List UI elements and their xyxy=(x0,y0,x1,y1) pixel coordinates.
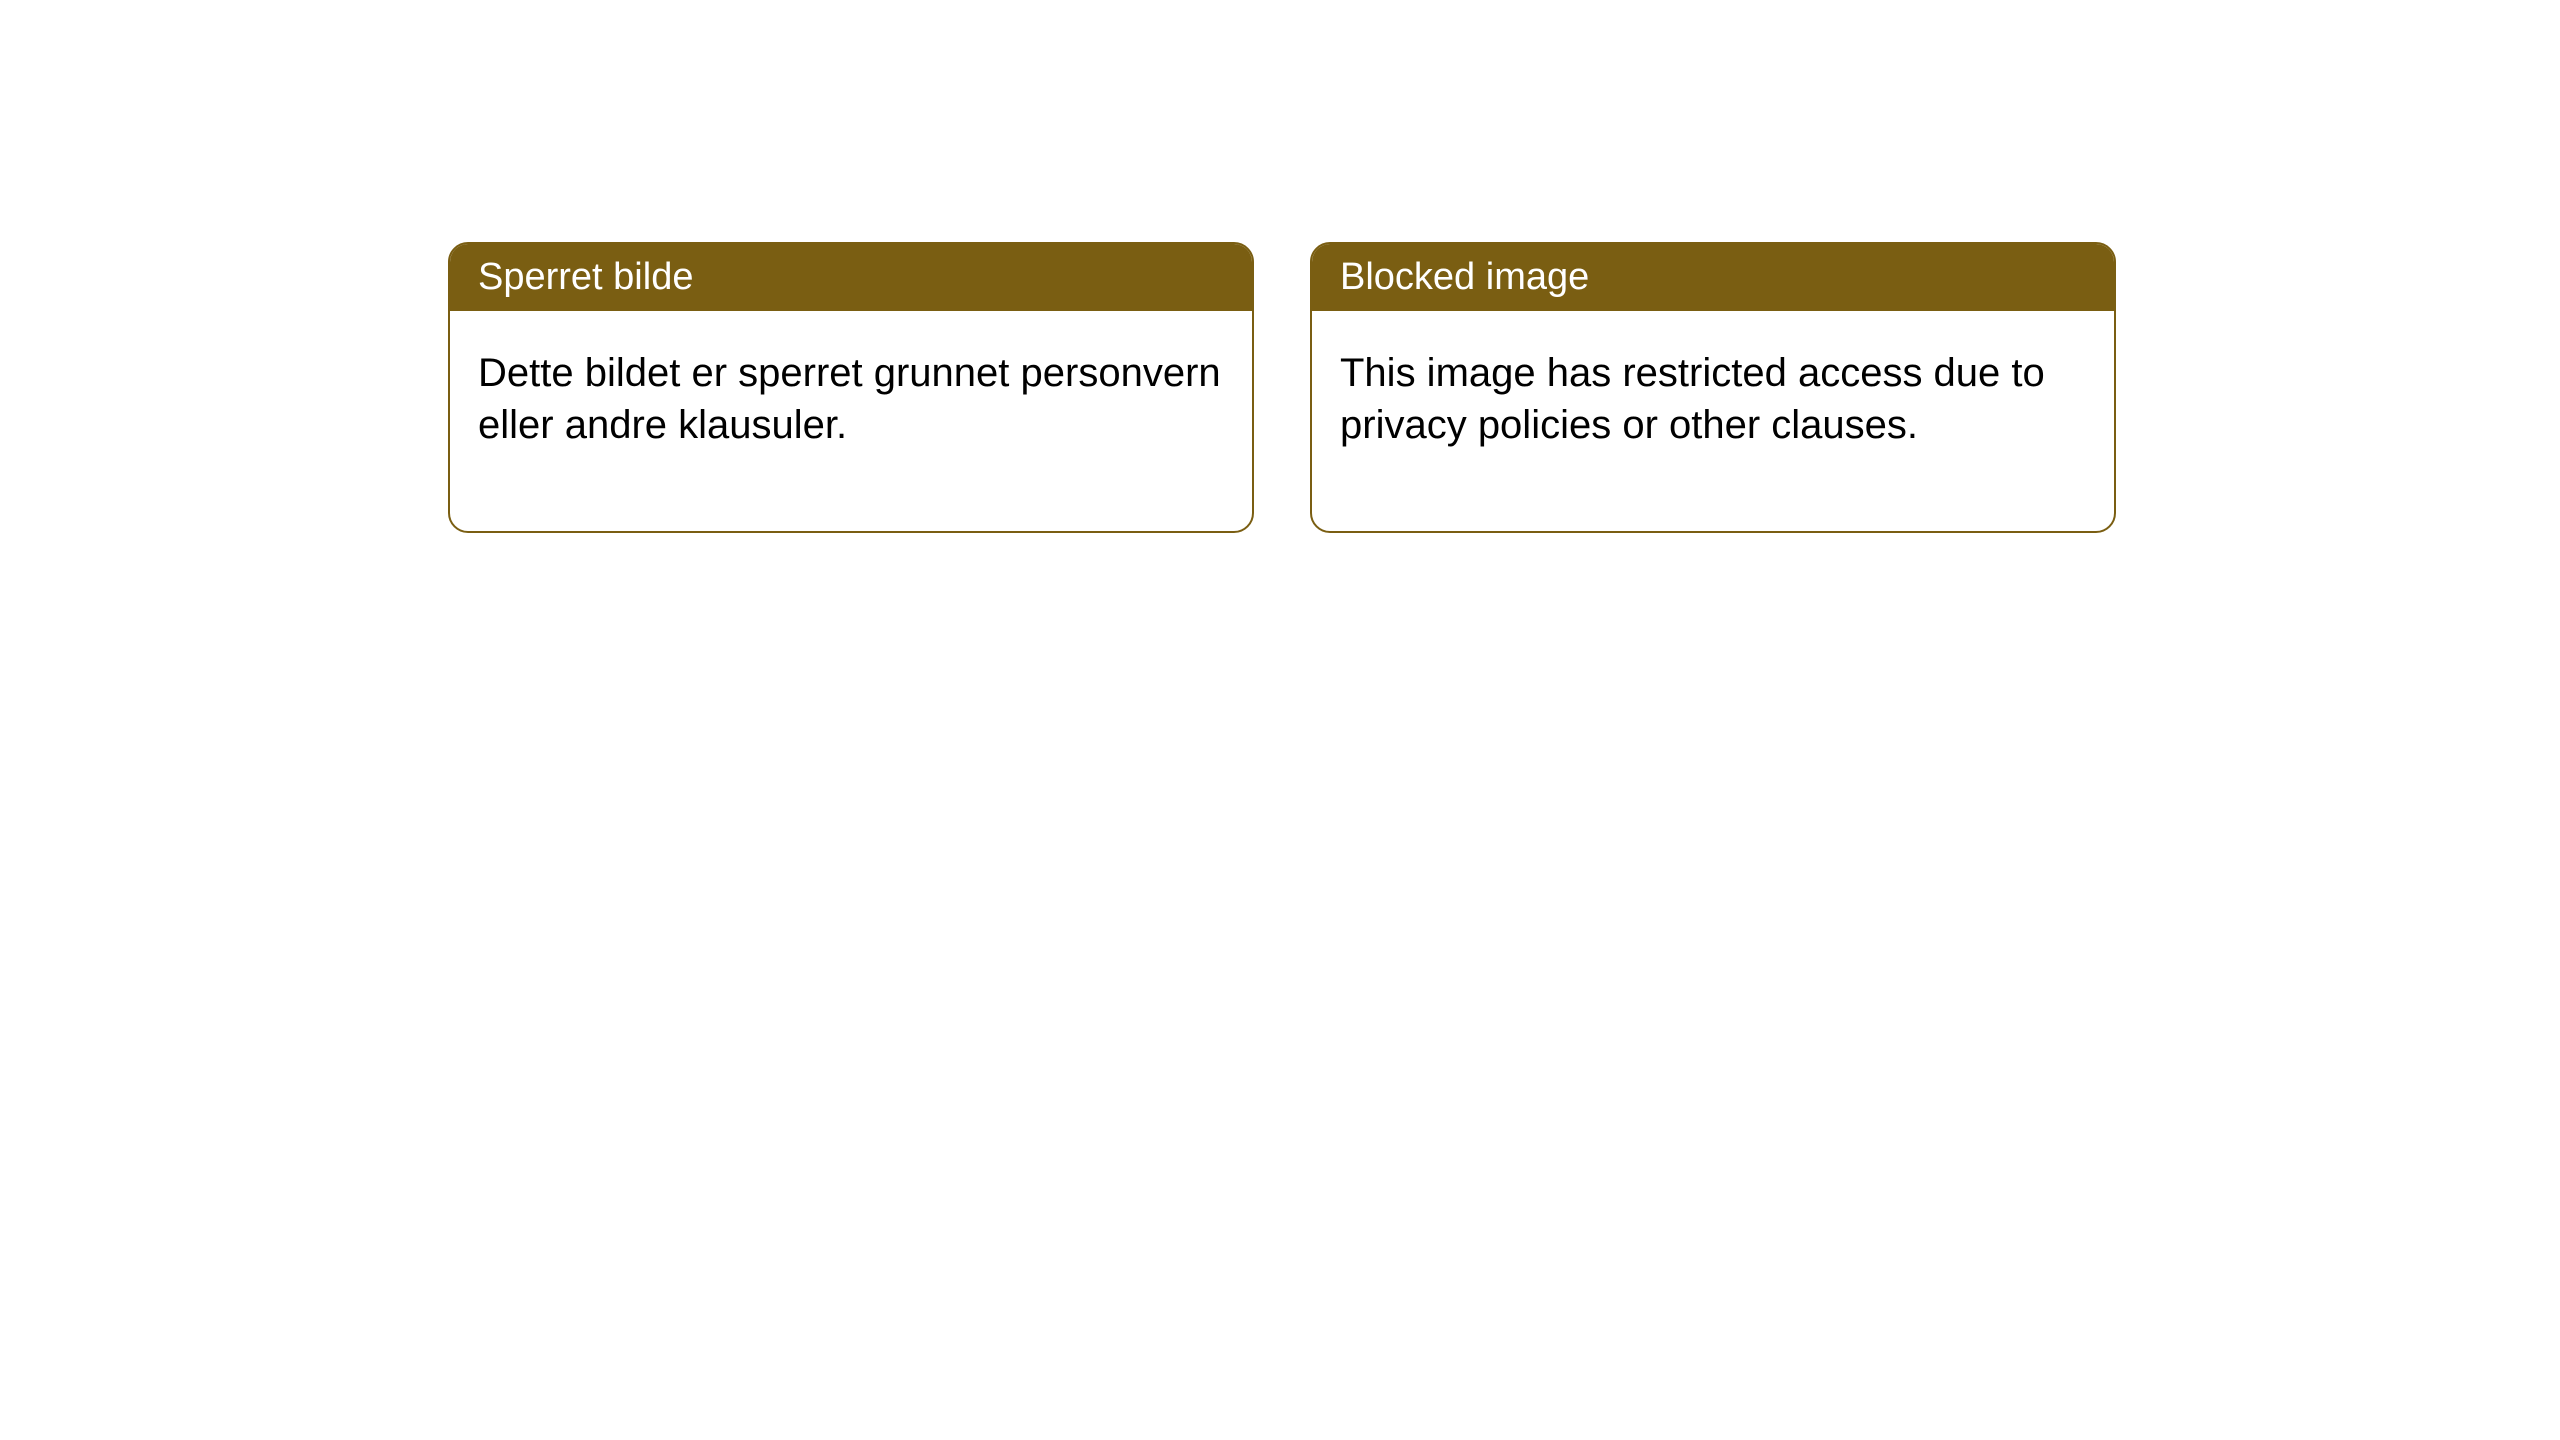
card-header-norwegian: Sperret bilde xyxy=(450,244,1252,311)
notice-container: Sperret bilde Dette bildet er sperret gr… xyxy=(448,242,2116,533)
card-body-english: This image has restricted access due to … xyxy=(1312,311,2114,531)
card-header-english: Blocked image xyxy=(1312,244,2114,311)
blocked-image-card-english: Blocked image This image has restricted … xyxy=(1310,242,2116,533)
blocked-image-card-norwegian: Sperret bilde Dette bildet er sperret gr… xyxy=(448,242,1254,533)
card-body-norwegian: Dette bildet er sperret grunnet personve… xyxy=(450,311,1252,531)
